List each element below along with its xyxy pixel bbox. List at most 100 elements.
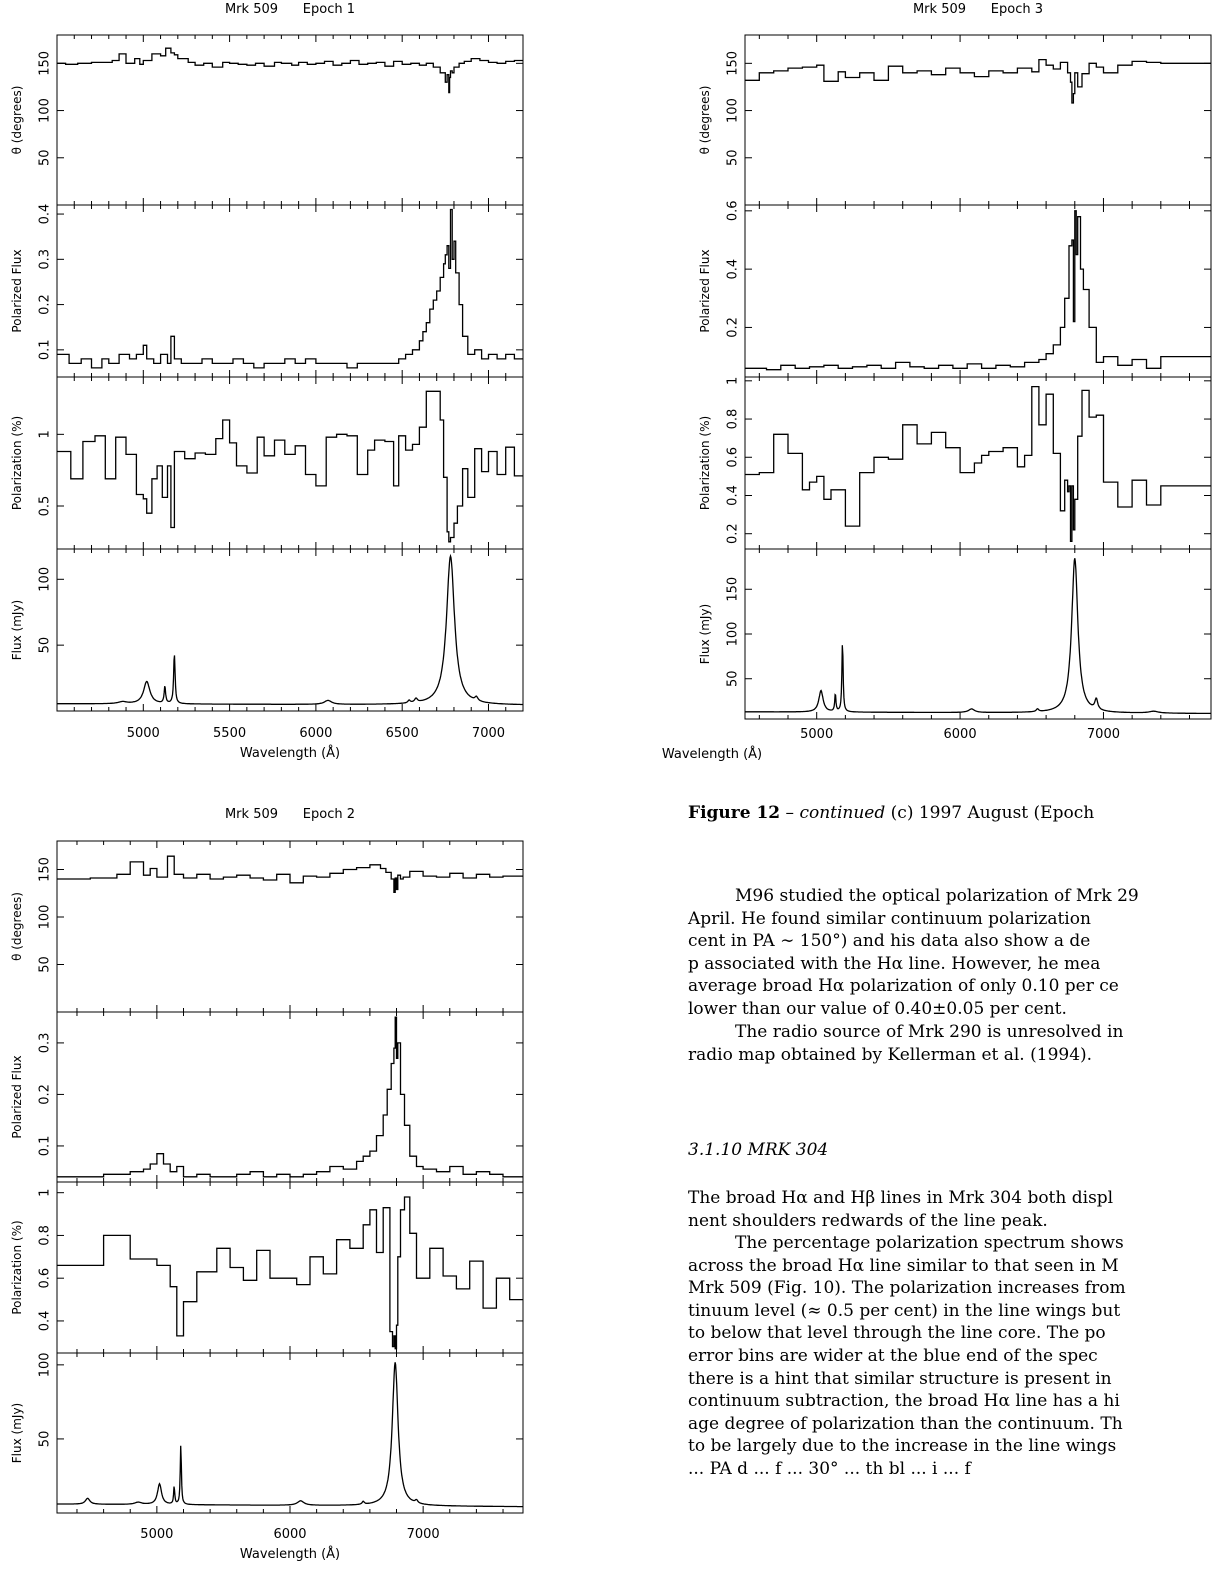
- panel-polarization-percent: 0.5 1 Polarization (%): [10, 376, 524, 550]
- y-tick-label: 0.2: [726, 317, 741, 338]
- caption-dash: –: [780, 803, 800, 823]
- panel-frame: [744, 548, 1212, 720]
- panel-frame: [56, 840, 524, 1013]
- x-tick-label: 7000: [472, 726, 505, 741]
- body-paragraph-3: The broad Hα and Hβ lines in Mrk 304 bot…: [688, 1187, 1231, 1232]
- x-tick-label: 5000: [127, 726, 160, 741]
- text-line: age degree of polarization than the cont…: [688, 1413, 1123, 1434]
- series-line: [57, 1196, 523, 1350]
- series-line: [57, 553, 523, 706]
- x-axis-label: Wavelength (Å): [240, 745, 340, 761]
- x-tick-label: 5000: [800, 727, 833, 742]
- y-tick-label: 150: [726, 51, 741, 76]
- series-line: [745, 58, 1211, 104]
- text-line: ... PA d ... f ... 30° ... th bl ... i .…: [688, 1458, 971, 1479]
- y-tick-label: 150: [38, 51, 53, 76]
- text-line: nent shoulders redwards of the line peak…: [688, 1210, 1048, 1231]
- series-line: [57, 208, 523, 369]
- body-paragraph-4: The percentage polarization spectrum sho…: [688, 1232, 1231, 1481]
- panel-theta: 50 100 150 θ (degrees): [698, 34, 1212, 206]
- y-tick-label: 50: [38, 956, 53, 973]
- series-line: [57, 47, 523, 94]
- series-line: [57, 1362, 523, 1508]
- y-tick-label: 0.3: [38, 249, 53, 270]
- panel-frame: [56, 204, 524, 378]
- panel-flux: 50 100 Flux (mJy): [10, 1352, 524, 1514]
- x-tick-label: 7000: [1087, 727, 1120, 742]
- panel-polarized-flux: 0.1 0.2 0.3 0.4 Polarized Flux: [10, 204, 524, 378]
- y-tick-label: 0.1: [38, 1136, 53, 1157]
- y-axis-label: Polarized Flux: [10, 1055, 24, 1138]
- text-line: The broad Hα and Hβ lines in Mrk 304 bot…: [688, 1188, 1114, 1208]
- y-tick-label: 100: [38, 905, 53, 930]
- y-tick-label: 0.8: [726, 409, 741, 430]
- text-line: The percentage polarization spectrum sho…: [735, 1233, 1124, 1253]
- y-tick-label: 100: [38, 567, 53, 592]
- caption-label: Figure 12: [688, 803, 781, 823]
- panel-frame: [56, 548, 524, 712]
- y-axis-label: Polarized Flux: [698, 249, 712, 332]
- y-tick-label: 0.4: [726, 259, 741, 280]
- panel-theta: 50 100 150 θ (degrees): [10, 34, 524, 206]
- body-paragraph-2: The radio source of Mrk 290 is unresolve…: [688, 1021, 1231, 1066]
- y-tick-label: 0.4: [38, 1311, 53, 1332]
- panel-polarization-percent: 0.2 0.4 0.6 0.8 1 Polarization (%): [698, 376, 1212, 550]
- panel-frame: [56, 34, 524, 206]
- x-tick-label: 6000: [299, 726, 332, 741]
- text-line: to below that level through the line cor…: [688, 1323, 1106, 1344]
- y-tick-label: 0.6: [38, 1268, 53, 1289]
- body-paragraph-1: M96 studied the optical polarization of …: [688, 885, 1231, 1021]
- y-tick-label: 150: [726, 577, 741, 602]
- panel-frame: [744, 34, 1212, 206]
- y-tick-label: 0.8: [38, 1225, 53, 1246]
- text-line: across the broad Hα line similar to that…: [688, 1255, 1119, 1276]
- panel-polarized-flux: 0.2 0.4 0.6 Polarized Flux: [698, 200, 1212, 378]
- series-line: [745, 385, 1211, 543]
- y-tick-label: 50: [38, 1431, 53, 1448]
- panel-frame: [56, 1181, 524, 1354]
- y-tick-label: 50: [38, 150, 53, 167]
- section-heading: 3.1.10 MRK 304: [688, 1140, 829, 1160]
- y-tick-label: 0.5: [38, 496, 53, 517]
- y-axis-label: Polarization (%): [10, 1220, 24, 1314]
- y-axis-label: θ (degrees): [10, 86, 24, 155]
- chart-title: Mrk 509 Epoch 1: [225, 2, 355, 17]
- text-line: M96 studied the optical polarization of …: [735, 886, 1139, 906]
- text-line: tinuum level (≈ 0.5 per cent) in the lin…: [688, 1300, 1121, 1321]
- panel-flux: 50 100 Flux (mJy): [10, 548, 524, 712]
- text-line: error bins are wider at the blue end of …: [688, 1345, 1098, 1366]
- y-tick-label: 0.6: [726, 200, 741, 221]
- text-line: average broad Hα polarization of only 0.…: [688, 976, 1119, 997]
- text-line: there is a hint that similar structure i…: [688, 1368, 1112, 1389]
- y-tick-label: 0.3: [38, 1033, 53, 1054]
- x-tick-label: 6000: [944, 727, 977, 742]
- panel-frame: [56, 1011, 524, 1183]
- y-tick-label: 100: [726, 622, 741, 647]
- y-axis-label: Flux (mJy): [10, 600, 24, 660]
- text-line: lower than our value of 0.40±0.05 per ce…: [688, 998, 1067, 1019]
- text-line: cent in PA ∼ 150°) and his data also sho…: [688, 931, 1091, 952]
- text-line: p associated with the Hα line. However, …: [688, 953, 1101, 974]
- y-tick-label: 1: [38, 430, 53, 438]
- y-tick-label: 100: [726, 98, 741, 123]
- y-axis-label: θ (degrees): [698, 86, 712, 155]
- text-line: continuum subtraction, the broad Hα line…: [688, 1391, 1120, 1412]
- y-tick-label: 100: [38, 1352, 53, 1377]
- panel-polarized-flux: 0.1 0.2 0.3 Polarized Flux: [10, 1011, 524, 1183]
- series-line: [57, 855, 523, 893]
- y-axis-label: Flux (mJy): [10, 1403, 24, 1463]
- chart-title: Mrk 509 Epoch 3: [913, 2, 1043, 17]
- panel-frame: [56, 1352, 524, 1514]
- y-tick-label: 150: [38, 857, 53, 882]
- y-tick-label: 50: [726, 150, 741, 167]
- series-line: [57, 1016, 523, 1178]
- y-tick-label: 50: [38, 637, 53, 654]
- y-tick-label: 0.2: [38, 294, 53, 315]
- panel-polarization-percent: 0.4 0.6 0.8 1 Polarization (%): [10, 1181, 524, 1354]
- y-tick-label: 1: [726, 377, 741, 385]
- x-axis-label: Wavelength (Å): [662, 746, 762, 762]
- text-line: Mrk 509 (Fig. 10). The polarization incr…: [688, 1278, 1126, 1299]
